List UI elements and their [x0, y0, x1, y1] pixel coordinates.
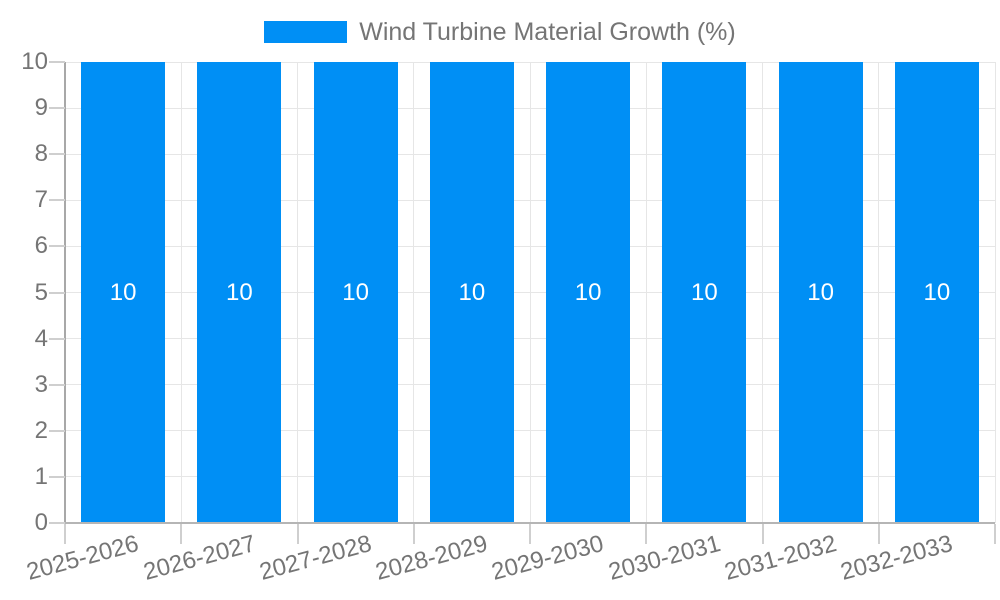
bar: [197, 62, 282, 523]
x-tick-mark: [877, 524, 880, 544]
x-tick-mark: [761, 524, 764, 544]
x-tick-mark: [64, 524, 66, 544]
y-tick-label: 1: [34, 462, 48, 490]
bar-value-label: 10: [807, 278, 834, 306]
bar: [429, 62, 514, 523]
x-tick-mark: [645, 524, 648, 544]
v-gridline: [645, 62, 647, 523]
bar-value-label: 10: [458, 278, 486, 306]
x-category-label: 2029-2030: [488, 530, 607, 586]
x-category-label: 2032-2033: [837, 530, 956, 586]
x-category-label: 2030-2031: [605, 530, 724, 586]
x-axis-line: [65, 522, 995, 524]
bar: [81, 62, 166, 523]
y-tick-label: 5: [34, 278, 48, 306]
v-gridline: [762, 62, 763, 523]
y-tick-mark: [49, 245, 65, 248]
legend[interactable]: Wind Turbine Material Growth (%): [0, 18, 1000, 46]
y-tick-label: 2: [34, 416, 48, 444]
y-tick-mark: [49, 475, 65, 478]
x-category-label: 2026-2027: [140, 530, 259, 586]
x-tick-mark: [180, 524, 183, 544]
x-tick-mark: [994, 524, 996, 544]
plot-area: 10 10 10 10 10 10 10 10: [64, 61, 996, 524]
v-gridline: [994, 62, 996, 523]
x-tick-mark: [296, 524, 299, 544]
bar-value-label: 10: [574, 278, 602, 306]
y-tick-mark: [49, 199, 65, 202]
x-category-label: 2025-2026: [23, 530, 142, 586]
bar: [546, 62, 631, 523]
bar-value-label: 10: [109, 278, 137, 306]
y-tick-label: 10: [21, 48, 48, 75]
bar: [894, 62, 979, 523]
bar-value-label: 10: [342, 278, 369, 306]
y-tick-mark: [49, 153, 65, 156]
y-axis-line: [64, 62, 66, 523]
y-tick-mark: [49, 337, 65, 340]
legend-swatch: [264, 21, 348, 43]
v-gridline: [413, 62, 415, 523]
y-tick-label: 7: [34, 186, 48, 214]
bar-value-label: 10: [691, 278, 718, 306]
legend-label: Wind Turbine Material Growth (%): [359, 18, 736, 46]
x-category-label: 2031-2032: [721, 530, 840, 586]
y-tick-label: 3: [34, 370, 48, 398]
y-tick-mark: [49, 522, 65, 524]
bar: [662, 62, 747, 523]
bar-value-label: 10: [226, 278, 253, 306]
y-tick-label: 4: [34, 324, 48, 352]
x-category-label: 2028-2029: [372, 530, 491, 586]
v-gridline: [529, 62, 531, 523]
bar: [313, 62, 398, 523]
bar: [778, 62, 863, 523]
v-gridline: [297, 62, 298, 523]
y-tick-mark: [49, 383, 65, 386]
y-tick-label: 0: [34, 509, 48, 536]
y-tick-label: 8: [34, 140, 48, 168]
v-gridline: [180, 62, 182, 523]
y-tick-mark: [49, 429, 65, 432]
x-category-label: 2027-2028: [256, 530, 375, 586]
y-tick-mark: [49, 291, 65, 294]
y-tick-label: 6: [34, 232, 48, 260]
y-tick-mark: [49, 107, 65, 110]
x-tick-mark: [529, 524, 531, 544]
x-tick-mark: [412, 524, 415, 544]
y-tick-label: 9: [34, 94, 48, 122]
bar-value-label: 10: [923, 278, 951, 306]
y-tick-mark: [49, 61, 65, 63]
v-gridline: [878, 62, 880, 523]
